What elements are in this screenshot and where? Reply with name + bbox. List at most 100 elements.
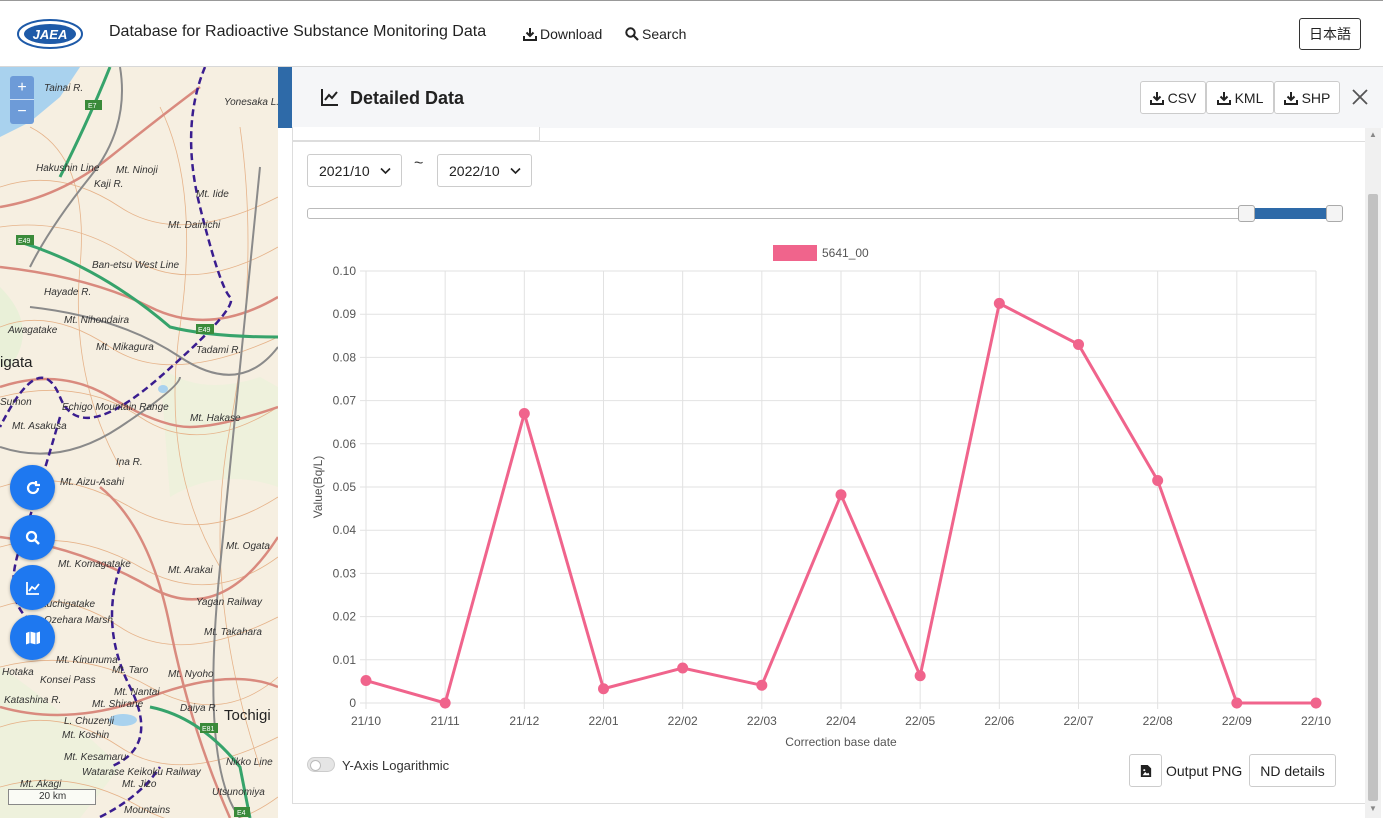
shp-download-button[interactable]: SHP xyxy=(1274,81,1340,114)
data-point xyxy=(835,489,847,501)
x-tick-label: 22/01 xyxy=(588,714,618,728)
data-point xyxy=(518,408,530,420)
x-tick-label: 21/10 xyxy=(351,714,381,728)
scroll-down-arrow[interactable]: ▼ xyxy=(1369,804,1377,813)
chart-icon xyxy=(25,581,40,595)
kml-label: KML xyxy=(1234,89,1264,106)
jaea-logo[interactable]: JAEA xyxy=(17,19,83,49)
search-fab-button[interactable] xyxy=(10,515,55,560)
map-label: Watarase Keikoku Railway xyxy=(82,767,201,778)
date-to-select[interactable]: 2022/10 xyxy=(437,154,532,187)
language-button[interactable]: 日本語 xyxy=(1299,18,1361,50)
tab-strip xyxy=(292,127,540,141)
date-from-select[interactable]: 2021/10 xyxy=(307,154,402,187)
output-png-button[interactable] xyxy=(1129,754,1162,787)
close-icon[interactable] xyxy=(1350,87,1370,107)
map-label: Mt. Taro xyxy=(112,665,149,676)
nd-details-button[interactable]: ND details xyxy=(1249,754,1336,787)
map-label: Kaji R. xyxy=(94,179,124,190)
y-axis-label: Value(Bq/L) xyxy=(311,456,325,518)
date-to-value: 2022/10 xyxy=(449,162,500,179)
x-tick-label: 22/03 xyxy=(747,714,777,728)
nav-search[interactable]: Search xyxy=(625,26,686,42)
app-title: Database for Radioactive Substance Monit… xyxy=(109,23,487,40)
y-axis-log-toggle[interactable] xyxy=(307,757,335,772)
y-tick-label: 0 xyxy=(349,696,356,710)
zoom-out-button[interactable]: − xyxy=(17,103,27,120)
map-label: Mt. Nyoho xyxy=(168,669,214,680)
download-icon xyxy=(1283,91,1298,105)
data-point xyxy=(360,675,372,687)
map-label: Ban-etsu West Line xyxy=(92,260,180,271)
map-label: Utsunomiya xyxy=(212,787,265,798)
slider-handle-end[interactable] xyxy=(1326,205,1343,222)
logo-text: JAEA xyxy=(33,27,68,42)
map-label: Mt. Asakusa xyxy=(12,421,67,432)
map-region-label: Tochigi xyxy=(224,707,271,724)
file-image-icon xyxy=(1140,764,1151,777)
map-label: Yonesaka L. xyxy=(224,97,278,108)
zoom-in-button[interactable]: + xyxy=(10,76,34,100)
map-label: Kuchigatake xyxy=(40,599,96,610)
svg-text:E49: E49 xyxy=(18,238,31,245)
map-label: Mt. Akagi xyxy=(20,779,62,790)
kml-download-button[interactable]: KML xyxy=(1206,81,1274,114)
map-label: Tadami R. xyxy=(196,345,242,356)
y-axis-log-label: Y-Axis Logarithmic xyxy=(342,758,450,773)
map-canvas[interactable]: E7 E49 E49 E81 E4 xyxy=(0,67,278,818)
x-tick-label: 21/12 xyxy=(509,714,539,728)
map-fab-button[interactable] xyxy=(10,615,55,660)
panel-header: Detailed Data CSV KML SHP xyxy=(292,67,1383,128)
search-icon xyxy=(25,530,40,545)
y-tick-label: 0.02 xyxy=(333,610,357,624)
scroll-up-arrow[interactable]: ▲ xyxy=(1369,130,1377,139)
data-point xyxy=(1310,697,1322,709)
data-point xyxy=(993,297,1005,309)
search-icon xyxy=(625,27,639,41)
x-tick-label: 22/09 xyxy=(1222,714,1252,728)
date-from-value: 2021/10 xyxy=(319,162,370,179)
map-label: Mt. Iide xyxy=(196,189,229,200)
y-tick-label: 0.07 xyxy=(333,394,357,408)
map-label: Mt. Jizo xyxy=(122,779,157,790)
data-point xyxy=(1152,475,1164,487)
output-png-label: Output PNG xyxy=(1166,763,1243,779)
download-icon xyxy=(523,28,537,41)
slider-selected-range xyxy=(1253,208,1343,219)
content-area xyxy=(292,141,1367,804)
data-point xyxy=(1073,338,1084,350)
panel-title: Detailed Data xyxy=(350,88,465,108)
svg-text:E81: E81 xyxy=(202,726,215,733)
svg-text:E7: E7 xyxy=(88,103,97,110)
map-label: Konsei Pass xyxy=(40,675,96,686)
map-label: Tainai R. xyxy=(44,83,84,94)
map-label: Mt. Nantai xyxy=(114,687,160,698)
map-label: Mt. Komagatake xyxy=(58,559,131,570)
legend-swatch xyxy=(773,245,817,261)
road-badges: E7 E49 E49 E81 E4 xyxy=(16,100,250,817)
x-tick-label: 22/07 xyxy=(1063,714,1093,728)
map-label: Mt. Kinunuma xyxy=(56,655,118,666)
x-tick-label: 22/10 xyxy=(1301,714,1331,728)
map-label: Nikko Line xyxy=(226,757,273,768)
detailed-data-panel: Detailed Data CSV KML SHP 2021/10 ~ 2022… xyxy=(278,67,1383,818)
map-label: Mt. Kesamaru xyxy=(64,752,127,763)
chart-fab-button[interactable] xyxy=(10,565,55,610)
line-chart: 0 0.01 0.02 0.03 0.04 0.05 0.06 0.07 0.08 0.09 0.1… xyxy=(311,245,1331,749)
slider-handle-start[interactable] xyxy=(1238,205,1255,222)
data-point xyxy=(439,697,451,709)
refresh-button[interactable] xyxy=(10,465,55,510)
nav-download[interactable]: Download xyxy=(523,26,602,42)
y-tick-label: 0.10 xyxy=(333,264,357,278)
csv-download-button[interactable]: CSV xyxy=(1140,81,1206,114)
date-range-slider[interactable] xyxy=(307,208,1343,219)
map-scale-bar: 20 km xyxy=(8,789,96,805)
map-region-label: igata xyxy=(0,354,33,371)
map-label: Mountains xyxy=(124,805,171,816)
zoom-control: + − xyxy=(10,76,34,124)
scrollbar-thumb[interactable] xyxy=(1368,194,1378,801)
map-label: Hayade R. xyxy=(44,287,92,298)
range-separator: ~ xyxy=(414,155,424,172)
map-view[interactable]: E7 E49 E49 E81 E4 Tainai R. Yonesaka L. … xyxy=(0,67,278,818)
map-label: Mt. Shirane xyxy=(92,699,144,710)
